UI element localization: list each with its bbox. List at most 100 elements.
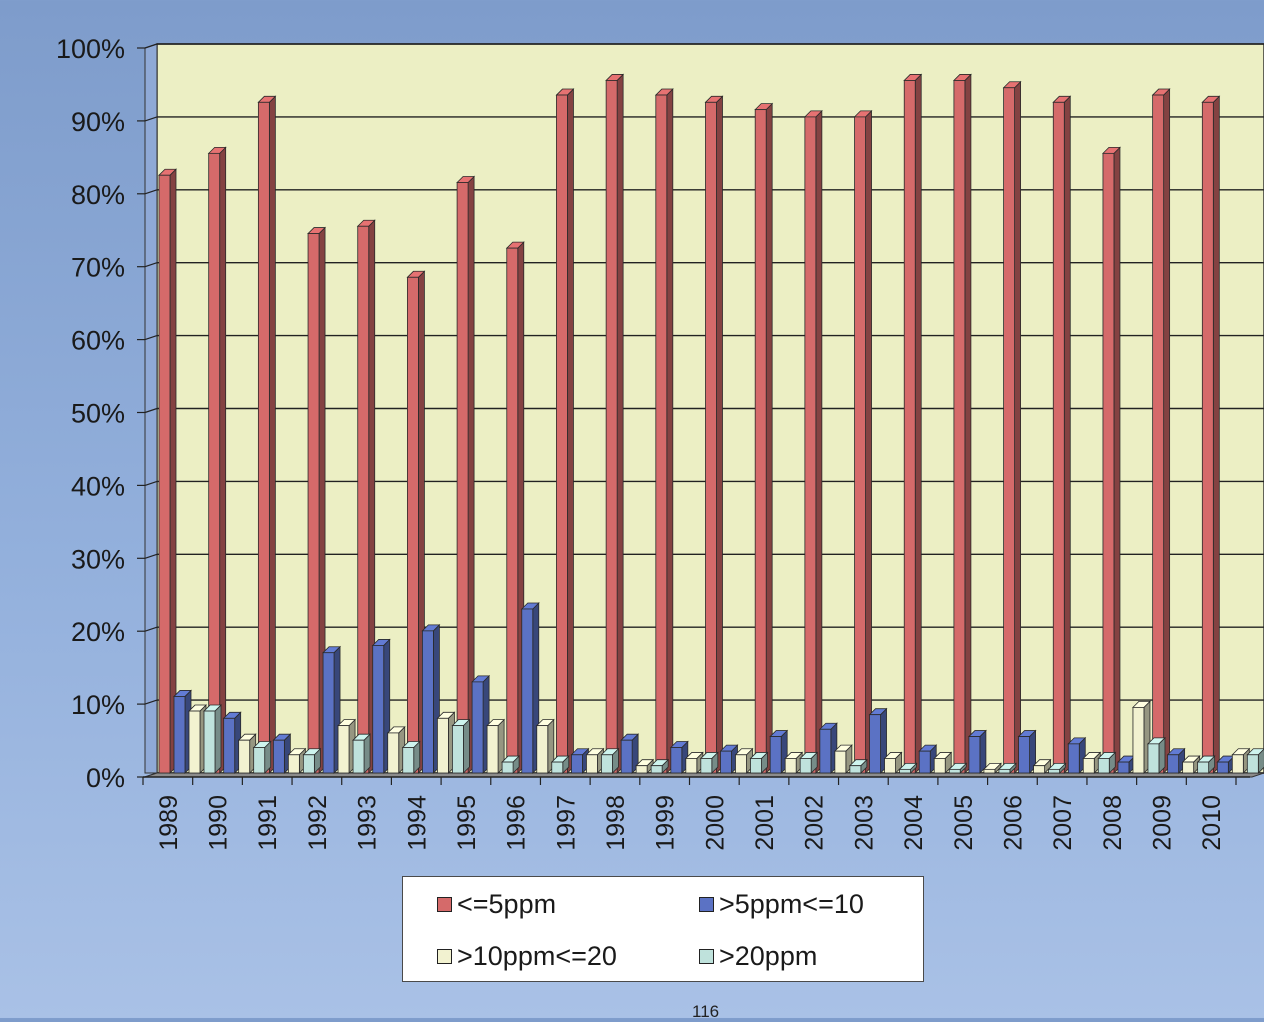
bar bbox=[600, 747, 620, 774]
x-tick-label: 1998 bbox=[602, 795, 630, 851]
x-tick-label: 2000 bbox=[701, 795, 729, 851]
x-tick-label: 1993 bbox=[354, 795, 382, 851]
bar bbox=[1196, 755, 1216, 774]
bar bbox=[1101, 146, 1121, 774]
bar bbox=[620, 733, 640, 774]
x-tick-label: 1994 bbox=[403, 795, 431, 851]
bar bbox=[406, 270, 426, 774]
bar bbox=[505, 241, 525, 774]
bar bbox=[1146, 736, 1166, 774]
bar bbox=[818, 722, 838, 774]
legend-swatch-10to20ppm-icon bbox=[437, 949, 452, 964]
bar bbox=[684, 751, 704, 774]
page-number: 116 bbox=[692, 1002, 720, 1021]
bar bbox=[933, 751, 953, 774]
bar bbox=[302, 747, 322, 774]
x-tick-label: 2008 bbox=[1099, 795, 1127, 851]
bar bbox=[1231, 747, 1251, 774]
y-tick-label: 100% bbox=[56, 34, 125, 64]
bar bbox=[635, 758, 655, 774]
x-tick-label: 1997 bbox=[552, 795, 580, 851]
bar bbox=[699, 751, 719, 774]
bar bbox=[352, 733, 372, 774]
x-tick-label: 2005 bbox=[950, 795, 978, 851]
x-tick-label: 1989 bbox=[155, 795, 183, 851]
bar bbox=[436, 711, 456, 774]
legend-label: >5ppm<=10 bbox=[719, 889, 864, 919]
bar bbox=[605, 73, 625, 774]
bar bbox=[1032, 758, 1052, 774]
x-tick-label: 2002 bbox=[801, 795, 829, 851]
bar bbox=[853, 109, 873, 774]
bar bbox=[222, 711, 242, 774]
bar bbox=[501, 755, 521, 774]
bar bbox=[967, 729, 987, 774]
y-tick-label: 50% bbox=[71, 399, 125, 429]
gridline-side bbox=[144, 407, 158, 414]
bar bbox=[769, 729, 789, 774]
bar bbox=[883, 751, 903, 774]
x-tick-label: 2007 bbox=[1049, 795, 1077, 851]
y-tick-label: 90% bbox=[71, 107, 125, 137]
legend-item-gt20ppm: >20ppm bbox=[699, 941, 817, 972]
bar bbox=[322, 645, 342, 774]
bar bbox=[1246, 748, 1264, 774]
legend-item-10to20ppm: >10ppm<=20 bbox=[437, 941, 617, 972]
bar bbox=[337, 718, 357, 774]
x-tick-label: 1995 bbox=[453, 795, 481, 851]
legend-swatch-gt20ppm-icon bbox=[699, 949, 714, 964]
gridline-side bbox=[144, 480, 158, 486]
bar bbox=[252, 740, 272, 774]
x-tick-label: 1990 bbox=[205, 795, 233, 851]
bar bbox=[650, 758, 670, 774]
gridline-side bbox=[144, 626, 158, 632]
bar bbox=[287, 747, 307, 774]
bar bbox=[1181, 755, 1201, 774]
x-tick-label: 2006 bbox=[999, 795, 1027, 851]
y-tick-label: 20% bbox=[71, 617, 125, 647]
bar bbox=[386, 725, 406, 774]
gridline-side bbox=[144, 699, 158, 705]
y-tick-label: 60% bbox=[71, 326, 125, 356]
bar bbox=[1002, 80, 1022, 774]
bar bbox=[520, 602, 540, 774]
bar bbox=[421, 623, 441, 774]
gridline-side bbox=[144, 116, 158, 122]
y-tick-label: 30% bbox=[71, 544, 125, 574]
x-tick-label: 2004 bbox=[900, 795, 928, 851]
bar bbox=[803, 109, 823, 774]
gridline-side bbox=[144, 43, 158, 49]
bar bbox=[848, 758, 868, 774]
bar bbox=[952, 73, 972, 774]
gridline-side bbox=[144, 262, 158, 268]
y-tick-label: 10% bbox=[71, 690, 125, 720]
bar bbox=[754, 102, 774, 774]
bar bbox=[918, 744, 938, 774]
bar bbox=[401, 740, 421, 774]
bar bbox=[1166, 747, 1186, 774]
x-tick-label: 1999 bbox=[652, 795, 680, 851]
x-tick-label: 1992 bbox=[304, 795, 332, 851]
bar bbox=[1017, 729, 1037, 774]
bar bbox=[868, 707, 888, 774]
bar bbox=[997, 762, 1017, 774]
legend-swatch-5to10ppm-icon bbox=[699, 897, 714, 912]
bar bbox=[1201, 95, 1221, 774]
gridline-side bbox=[144, 553, 158, 559]
bar bbox=[784, 751, 804, 774]
bar bbox=[799, 751, 819, 774]
y-tick-label: 0% bbox=[86, 763, 125, 793]
bar bbox=[257, 95, 277, 774]
bar bbox=[550, 755, 570, 774]
bar bbox=[704, 95, 724, 774]
y-tick-label: 40% bbox=[71, 471, 125, 501]
bar bbox=[1047, 762, 1067, 774]
bar bbox=[719, 744, 739, 774]
x-tick-label: 2010 bbox=[1198, 795, 1226, 851]
bar bbox=[237, 733, 257, 774]
legend-item-le5ppm: <=5ppm bbox=[437, 889, 556, 920]
bar bbox=[903, 73, 923, 774]
bar bbox=[1097, 751, 1117, 774]
bar bbox=[158, 168, 177, 774]
